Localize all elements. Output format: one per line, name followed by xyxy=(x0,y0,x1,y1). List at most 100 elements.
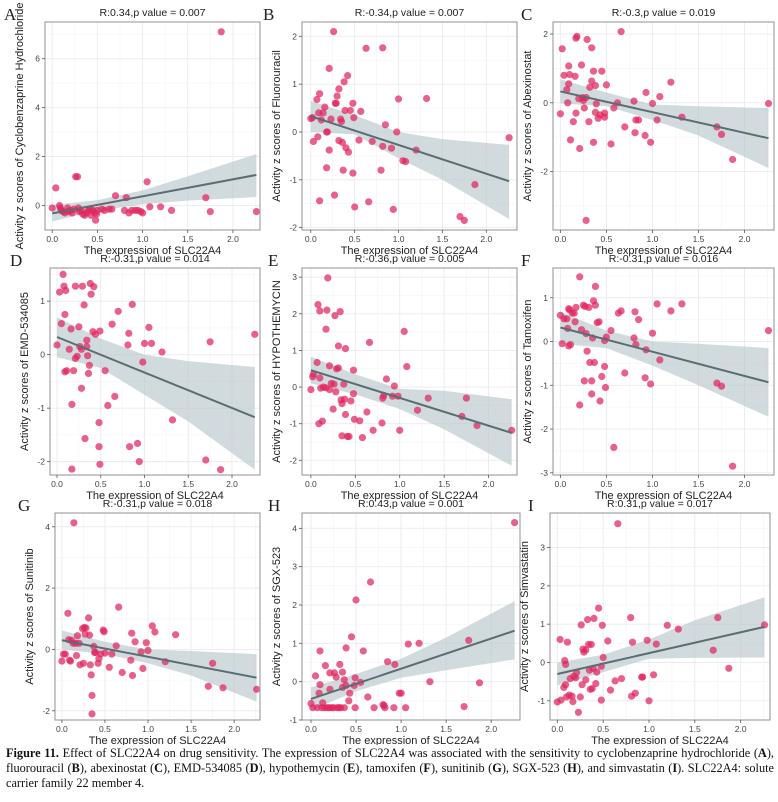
data-point xyxy=(370,704,378,712)
panel-title: R:-0.3,p value = 0.019 xyxy=(612,7,716,19)
data-point xyxy=(365,338,374,346)
confidence-band xyxy=(560,79,769,169)
data-point xyxy=(590,614,598,623)
y-tick-label: 1 xyxy=(292,345,297,355)
data-point xyxy=(570,309,578,317)
y-tick-label: -2 xyxy=(540,424,548,434)
x-tick-label: 1.5 xyxy=(185,724,197,734)
x-tick-label: 1.5 xyxy=(436,234,448,244)
data-point xyxy=(564,99,572,107)
data-point xyxy=(95,419,103,427)
data-point xyxy=(128,671,137,680)
panel-title: R:-0.31,p value = 0.014 xyxy=(100,253,210,265)
y-tick-label: -2 xyxy=(540,167,548,177)
y-tick-label: 2 xyxy=(292,309,297,319)
data-point xyxy=(621,369,629,377)
data-point xyxy=(332,388,340,396)
data-point xyxy=(714,614,722,622)
data-point xyxy=(426,678,434,686)
x-tick-label: 1.5 xyxy=(440,724,452,734)
data-point xyxy=(140,339,149,347)
data-point xyxy=(87,290,95,298)
x-tick-label: 2.0 xyxy=(483,479,495,489)
x-tick-label: 1.0 xyxy=(395,724,407,734)
data-point xyxy=(351,203,359,211)
data-point xyxy=(641,131,649,140)
caption-panel-ref: G xyxy=(492,761,502,775)
data-point xyxy=(630,334,638,342)
data-point xyxy=(96,327,104,335)
plot-frame xyxy=(301,267,518,476)
data-point xyxy=(325,362,334,370)
data-point xyxy=(331,312,339,320)
data-point xyxy=(85,614,93,622)
data-point xyxy=(314,133,322,141)
y-tick-label: 1 xyxy=(540,619,545,629)
x-tick-label: 1.5 xyxy=(689,724,701,734)
data-point xyxy=(341,106,349,115)
data-point xyxy=(61,650,69,658)
regression-line xyxy=(56,336,256,419)
data-point xyxy=(104,401,112,410)
data-point xyxy=(627,614,635,622)
x-axis-title: The expression of SLC22A4 xyxy=(595,490,733,502)
x-tick-label: 0.5 xyxy=(600,479,612,489)
panel-letter: G xyxy=(18,496,30,515)
x-axis-title: The expression of SLC22A4 xyxy=(342,735,480,745)
data-point xyxy=(345,697,353,705)
data-point xyxy=(79,659,87,667)
data-point xyxy=(369,426,377,434)
data-point xyxy=(617,28,625,36)
data-point xyxy=(588,685,596,693)
data-point xyxy=(330,28,338,36)
data-point xyxy=(125,329,133,337)
data-point xyxy=(580,104,588,112)
data-point xyxy=(151,628,159,636)
data-point xyxy=(384,658,392,666)
data-point xyxy=(359,647,367,655)
data-point xyxy=(556,110,565,118)
data-point xyxy=(157,203,165,211)
data-point xyxy=(322,325,330,333)
data-point xyxy=(583,347,591,355)
x-tick-label: 0.0 xyxy=(305,234,317,244)
data-point xyxy=(85,361,93,369)
data-point xyxy=(202,456,210,464)
data-point xyxy=(333,92,341,100)
x-tick-label: 2.0 xyxy=(228,724,240,734)
y-tick-label: -2 xyxy=(289,223,297,233)
panel-letter: E xyxy=(268,251,278,270)
data-point xyxy=(57,320,65,328)
data-point xyxy=(325,146,333,154)
data-point xyxy=(147,339,156,347)
data-point xyxy=(316,681,324,689)
data-point xyxy=(332,673,340,681)
data-point xyxy=(391,660,399,669)
x-axis-title: The expression of SLC22A4 xyxy=(591,735,729,745)
data-point xyxy=(323,164,331,172)
caption-label: Figure 11. xyxy=(6,746,59,760)
caption-segment: ). SLC22A4: solute carrier family 22 mem… xyxy=(6,761,774,790)
data-point xyxy=(663,621,671,629)
data-point xyxy=(606,686,615,694)
x-tick-label: 0.0 xyxy=(554,479,566,489)
caption-segment: ), fluorouracil ( xyxy=(6,746,774,775)
data-point xyxy=(621,123,629,131)
data-point xyxy=(601,383,610,392)
data-point xyxy=(311,672,320,680)
x-tick-label: 1.0 xyxy=(647,479,659,489)
data-point xyxy=(566,71,574,79)
data-point xyxy=(61,310,69,319)
data-point xyxy=(358,434,366,442)
data-point xyxy=(338,432,346,440)
data-point xyxy=(346,106,354,115)
data-point xyxy=(595,318,603,326)
data-point xyxy=(341,345,350,353)
x-tick-label: 0.0 xyxy=(56,724,68,734)
plot-frame xyxy=(301,21,518,231)
x-tick-label: 1.5 xyxy=(693,479,705,489)
data-point xyxy=(569,698,577,706)
data-point xyxy=(589,138,598,146)
data-point xyxy=(591,82,600,90)
data-point xyxy=(349,169,357,177)
